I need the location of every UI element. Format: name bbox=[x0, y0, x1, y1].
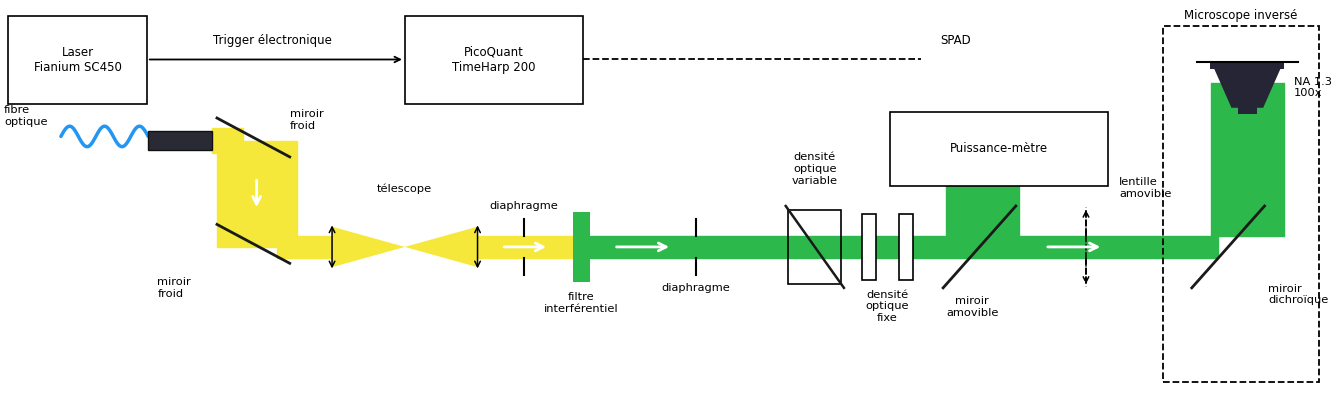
Text: Trigger électronique: Trigger électronique bbox=[213, 34, 331, 47]
Text: télescope: télescope bbox=[377, 183, 432, 194]
Text: Laser
Fianium SC450: Laser Fianium SC450 bbox=[34, 46, 121, 74]
Bar bbox=[1162, 26, 1319, 382]
Text: filtre
interférentiel: filtre interférentiel bbox=[544, 292, 619, 314]
Bar bbox=[573, 212, 590, 282]
Text: NA 1.3
100x: NA 1.3 100x bbox=[1294, 77, 1331, 98]
Text: PicoQuant
TimeHarp 200: PicoQuant TimeHarp 200 bbox=[452, 46, 535, 74]
Bar bbox=[405, 16, 584, 104]
Text: miroir
amovible: miroir amovible bbox=[946, 296, 998, 318]
Bar bbox=[8, 16, 146, 104]
Bar bbox=[1239, 106, 1256, 114]
Text: miroir
dichroïque: miroir dichroïque bbox=[1268, 284, 1329, 305]
Bar bbox=[890, 112, 1108, 185]
Text: miroir
froid: miroir froid bbox=[290, 109, 323, 131]
Text: Puissance-mètre: Puissance-mètre bbox=[950, 142, 1048, 155]
Text: fibre
optique: fibre optique bbox=[4, 105, 47, 127]
Polygon shape bbox=[331, 227, 405, 267]
Text: lentille
amovible: lentille amovible bbox=[1119, 177, 1172, 199]
Bar bbox=[148, 131, 212, 150]
Polygon shape bbox=[405, 227, 478, 267]
Polygon shape bbox=[1215, 69, 1280, 108]
Text: diaphragme: diaphragme bbox=[490, 201, 558, 211]
Bar bbox=[899, 214, 913, 280]
Bar bbox=[1210, 63, 1284, 69]
Text: diaphragme: diaphragme bbox=[662, 283, 730, 293]
Text: miroir
froid: miroir froid bbox=[157, 277, 191, 299]
Text: Microscope inversé: Microscope inversé bbox=[1184, 9, 1298, 22]
Bar bbox=[863, 214, 876, 280]
Text: SPAD: SPAD bbox=[941, 34, 972, 47]
Text: densité
optique
variable: densité optique variable bbox=[792, 152, 837, 185]
Bar bbox=[788, 210, 841, 284]
Text: densité
optique
fixe: densité optique fixe bbox=[866, 290, 910, 323]
